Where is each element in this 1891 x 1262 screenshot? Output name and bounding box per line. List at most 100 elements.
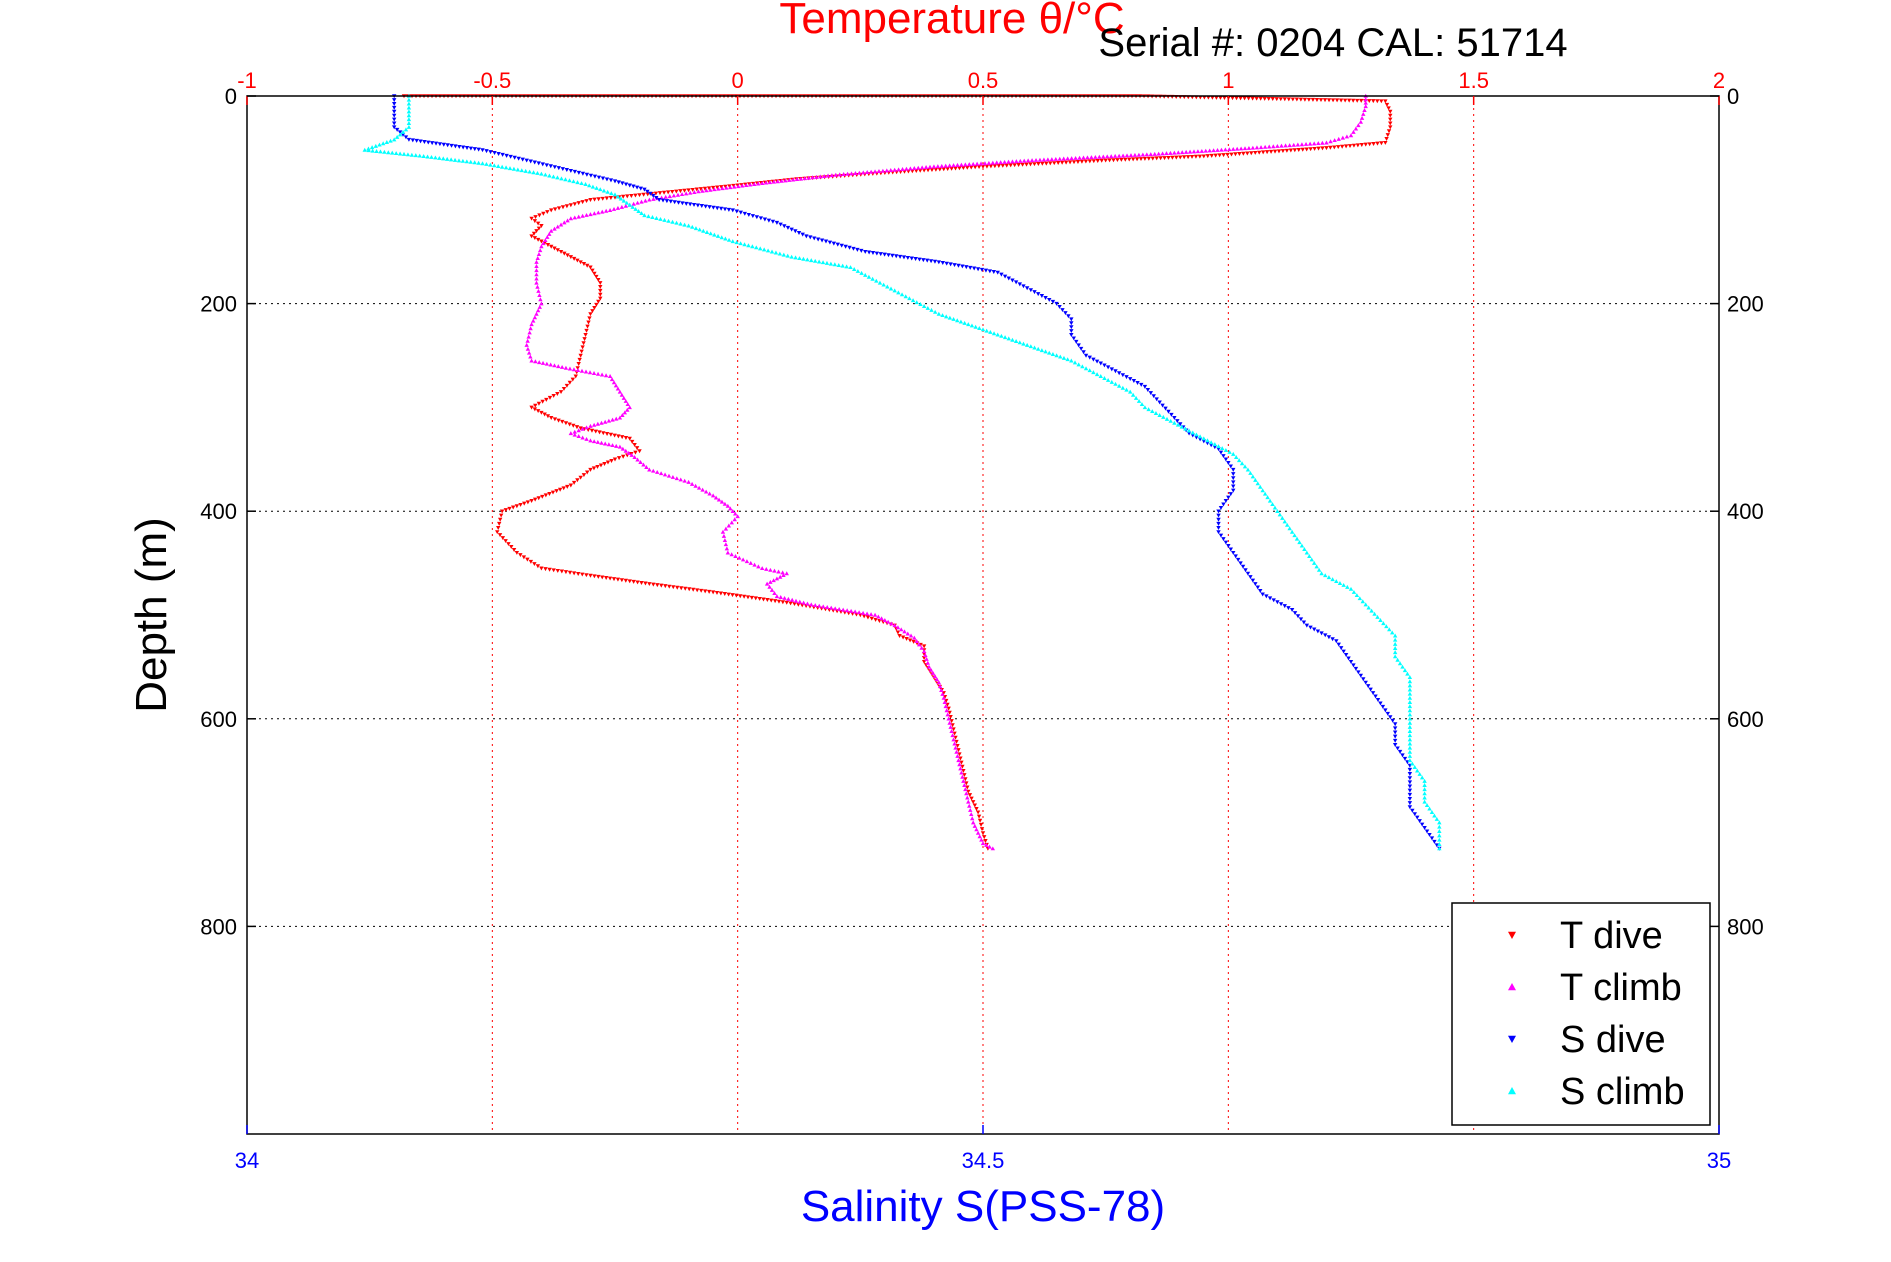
data-point xyxy=(719,185,724,190)
data-point xyxy=(1172,150,1177,155)
data-point xyxy=(945,167,950,172)
data-point xyxy=(994,160,999,165)
data-point xyxy=(496,164,501,168)
data-point xyxy=(1175,422,1181,427)
data-point xyxy=(1392,637,1398,642)
data-point xyxy=(1437,842,1442,846)
data-point xyxy=(1334,98,1340,103)
data-point xyxy=(686,223,691,228)
data-point xyxy=(619,392,625,397)
data-point xyxy=(1254,145,1260,150)
data-point xyxy=(884,168,890,173)
data-point xyxy=(476,147,481,152)
data-point xyxy=(1220,446,1225,451)
data-point xyxy=(460,145,466,150)
data-point xyxy=(671,585,676,590)
data-point xyxy=(1061,156,1066,161)
data-point xyxy=(540,162,545,167)
data-point xyxy=(912,635,917,640)
data-point xyxy=(1407,712,1413,717)
data-point xyxy=(955,318,960,323)
data-point xyxy=(1407,772,1413,777)
data-point xyxy=(908,166,913,171)
data-point xyxy=(772,599,778,604)
data-point xyxy=(1242,96,1247,101)
data-point xyxy=(1127,157,1132,162)
data-point xyxy=(568,431,574,436)
data-point xyxy=(534,264,539,268)
data-point xyxy=(746,243,751,248)
data-point xyxy=(558,390,564,395)
data-point xyxy=(1267,596,1273,601)
data-point xyxy=(1323,573,1328,578)
data-point xyxy=(940,313,945,318)
data-point xyxy=(1195,149,1201,154)
data-point xyxy=(1227,449,1232,454)
data-point xyxy=(1231,467,1236,472)
data-point xyxy=(947,163,952,168)
data-point xyxy=(740,557,746,562)
data-point xyxy=(969,323,975,328)
data-point xyxy=(1348,659,1354,664)
data-point xyxy=(575,478,580,483)
series-s-dive xyxy=(392,94,1442,851)
data-point xyxy=(405,152,411,157)
data-point xyxy=(1231,472,1236,477)
data-point xyxy=(691,202,697,207)
data-point xyxy=(535,564,541,569)
data-point xyxy=(1061,355,1067,360)
data-point xyxy=(1419,822,1425,827)
data-point xyxy=(722,501,728,506)
data-point xyxy=(1097,154,1102,159)
data-point xyxy=(720,186,725,191)
data-point xyxy=(932,259,938,264)
data-point xyxy=(770,219,776,224)
data-point xyxy=(832,606,838,611)
data-point xyxy=(742,242,747,247)
data-point xyxy=(537,293,542,298)
data-point xyxy=(1250,474,1256,479)
data-point xyxy=(654,195,659,200)
data-point xyxy=(861,170,866,175)
data-point xyxy=(390,150,395,155)
data-point xyxy=(974,827,979,832)
data-point xyxy=(942,699,947,704)
data-point xyxy=(980,164,986,169)
data-point xyxy=(678,221,683,226)
data-point xyxy=(1330,577,1335,582)
data-point xyxy=(907,638,913,643)
data-point xyxy=(1226,544,1231,548)
data-point xyxy=(760,180,765,185)
data-point xyxy=(590,184,596,189)
data-point xyxy=(1240,564,1246,569)
data-point xyxy=(909,256,914,261)
data-point xyxy=(785,225,791,230)
data-point xyxy=(1369,608,1374,613)
data-point xyxy=(866,274,872,279)
data-point xyxy=(453,144,458,149)
data-point xyxy=(1346,656,1351,661)
data-point xyxy=(845,171,850,176)
data-point xyxy=(960,264,965,269)
data-point xyxy=(1057,156,1062,161)
data-point xyxy=(612,179,618,184)
data-point xyxy=(1053,156,1059,161)
series-t-climb xyxy=(524,93,1368,851)
data-point xyxy=(725,503,731,508)
x-axis-label: Salinity S(PSS-78) xyxy=(801,1182,1165,1231)
data-point xyxy=(1089,155,1094,160)
data-point xyxy=(885,619,891,624)
data-point xyxy=(503,165,509,170)
data-point xyxy=(536,496,541,501)
data-point xyxy=(1142,156,1148,161)
data-point xyxy=(560,419,565,424)
data-point xyxy=(729,520,734,525)
data-point xyxy=(1314,564,1319,569)
data-point xyxy=(621,198,627,203)
data-point xyxy=(575,368,581,372)
data-point xyxy=(734,240,739,245)
data-point xyxy=(1407,776,1413,781)
data-point xyxy=(1146,407,1151,412)
data-point xyxy=(534,229,539,234)
